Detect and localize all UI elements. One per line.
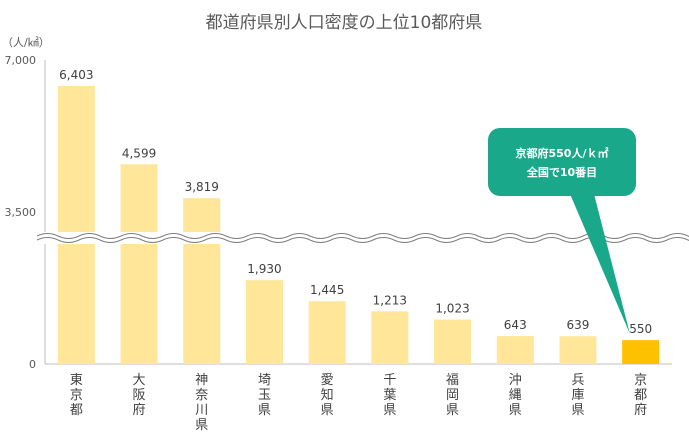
value-label-6: 1,213 [373,293,407,307]
value-label-10: 550 [629,322,652,336]
chart-title: 都道府県別人口密度の上位10都府県 [206,13,483,33]
category-label-6: 千葉県 [383,373,396,418]
bar-3 [183,198,221,364]
value-label-3: 3,819 [185,180,219,194]
y-axis-unit: （人/㎢） [2,36,50,49]
category-label-7: 福岡県 [446,373,459,418]
callout-line2: 全国で10番目 [526,165,597,179]
value-label-2: 4,599 [122,146,156,160]
category-label-2: 大阪府 [133,373,146,418]
callout-line1: 京都府550人/ｋ㎡ [516,146,609,160]
category-label-4: 埼玉県 [258,373,271,418]
bar-10 [622,340,660,364]
value-label-9: 639 [566,318,589,332]
callout: 京都府550人/ｋ㎡ 全国で10番目 [488,128,636,334]
category-label-1: 東京都 [70,372,83,418]
value-label-1: 6,403 [59,68,93,82]
value-label-7: 1,023 [435,302,469,316]
y-ticks: 7,000 3,500 0 [5,54,37,371]
value-label-4: 1,930 [247,262,281,276]
category-label-9: 兵庫県 [571,373,584,418]
bars [57,85,660,365]
bar-7 [434,319,472,364]
bar-4 [245,280,283,364]
axis-break-band [37,232,672,244]
value-labels: 6,403 4,599 3,819 1,930 1,445 1,213 1,023 643 63… [59,68,652,336]
category-label-10: 京都府 [634,373,647,418]
category-label-8: 沖縄県 [509,373,522,418]
category-label-3: 神奈川県 [195,373,208,433]
category-labels: 東京都 大阪府 神奈川県 埼玉県 愛知県 千葉県 福岡県 沖縄県 兵庫県 京都府 [70,372,647,433]
bar-6 [371,311,409,364]
callout-box [488,128,636,196]
y-tick-label: 3,500 [5,206,37,219]
bar-5 [308,301,346,364]
bar-2 [120,164,158,364]
bar-8 [496,336,534,364]
bar-9 [559,336,597,364]
bar-1 [57,85,95,365]
category-label-5: 愛知県 [321,373,334,418]
value-label-5: 1,445 [310,283,344,297]
callout-pointer [570,194,630,334]
y-tick-label: 7,000 [5,54,37,67]
y-tick-label: 0 [29,358,36,371]
value-label-8: 643 [504,318,527,332]
